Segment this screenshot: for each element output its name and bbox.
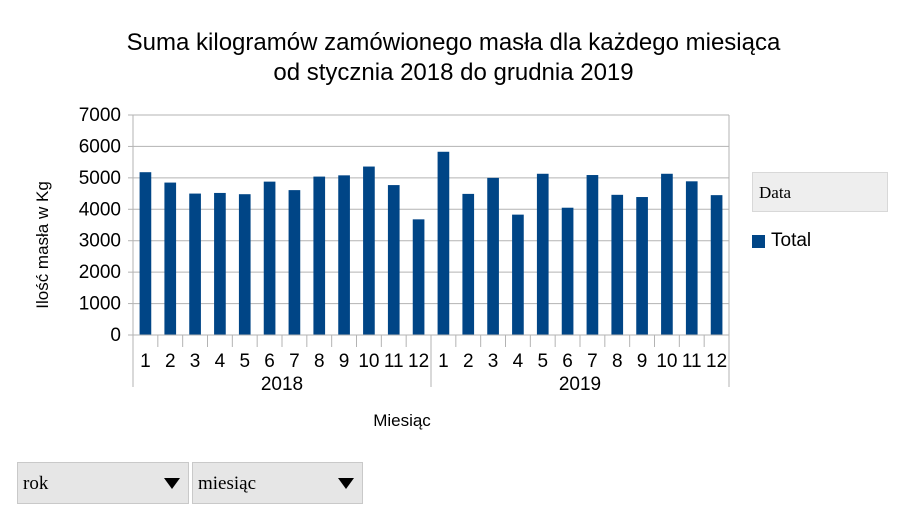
- bar: [636, 197, 648, 335]
- chart-title-line-2: od stycznia 2018 do grudnia 2019: [273, 59, 634, 86]
- x-tick-label: 4: [215, 351, 226, 372]
- x-tick-label: 1: [140, 351, 151, 372]
- bar: [387, 185, 400, 335]
- x-tick-label: 7: [587, 351, 598, 372]
- group-label: 2018: [261, 374, 303, 395]
- legend-title: Data: [759, 183, 792, 202]
- x-tick-label: 5: [239, 351, 250, 372]
- bar: [462, 193, 475, 335]
- bar: [313, 176, 326, 335]
- x-tick-label: 2: [165, 351, 176, 372]
- bar: [164, 182, 177, 335]
- bar: [263, 181, 276, 335]
- x-axis-title: Miesiąc: [373, 411, 431, 430]
- x-tick-label: 11: [384, 351, 404, 372]
- bar: [363, 166, 375, 335]
- y-tick-label: 4000: [79, 199, 121, 220]
- x-tick-label: 7: [289, 351, 300, 372]
- y-tick-label: 5000: [79, 168, 121, 189]
- group-label: 2019: [559, 374, 601, 395]
- bar: [189, 193, 201, 335]
- bar: [238, 194, 251, 335]
- x-tick-label: 6: [264, 351, 275, 372]
- x-tick-label: 9: [637, 351, 648, 372]
- legend-entry-total: Total: [752, 230, 811, 252]
- bar: [661, 173, 673, 335]
- x-tick-label: 2: [463, 351, 474, 372]
- bar: [710, 195, 723, 335]
- y-tick-label: 6000: [79, 136, 121, 157]
- y-tick-label: 7000: [79, 105, 121, 126]
- legend-swatch: [752, 234, 765, 248]
- bar: [412, 219, 425, 335]
- x-tick-label: 1: [438, 351, 449, 372]
- x-tick-label: 5: [537, 351, 548, 372]
- year-dropdown-label: rok: [23, 473, 49, 494]
- x-tick-label: 12: [408, 351, 429, 372]
- legend-title-box[interactable]: Data: [752, 172, 888, 212]
- bar: [437, 151, 450, 335]
- x-tick-label: 3: [190, 351, 201, 372]
- bar: [512, 214, 524, 335]
- bar: [288, 190, 301, 335]
- bar: [611, 194, 624, 335]
- y-tick-label: 2000: [79, 262, 121, 283]
- x-tick-label: 9: [339, 351, 350, 372]
- bar: [586, 175, 599, 335]
- bar: [139, 172, 152, 335]
- x-tick-label: 12: [706, 351, 727, 372]
- y-tick-label: 3000: [79, 231, 121, 252]
- bar: [685, 181, 698, 335]
- x-tick-label: 6: [562, 351, 573, 372]
- x-tick-label: 4: [513, 351, 524, 372]
- x-tick-label: 10: [656, 351, 677, 372]
- y-tick-label: 1000: [79, 294, 121, 315]
- x-tick-label: 10: [358, 351, 379, 372]
- chevron-down-icon: [164, 478, 180, 489]
- bar: [487, 177, 499, 335]
- legend-label: Total: [771, 230, 812, 251]
- bar: [536, 173, 549, 335]
- x-tick-label: 3: [488, 351, 499, 372]
- bar: [561, 207, 574, 335]
- y-axis-title: Ilość masła w Kg: [33, 181, 52, 309]
- bar: [214, 192, 226, 335]
- y-tick-label: 0: [110, 325, 121, 346]
- bar: [338, 175, 350, 335]
- chart-title-line-1: Suma kilogramów zamówionego masła dla ka…: [126, 29, 781, 56]
- x-tick-label: 8: [314, 351, 325, 372]
- x-tick-label: 11: [682, 351, 702, 372]
- x-tick-label: 8: [612, 351, 623, 372]
- chevron-down-icon: [338, 478, 354, 489]
- year-dropdown[interactable]: rok: [17, 462, 189, 504]
- chart-title: Suma kilogramów zamówionego masła dla ka…: [0, 28, 907, 88]
- month-dropdown-label: miesiąc: [198, 473, 257, 494]
- month-dropdown[interactable]: miesiąc: [192, 462, 363, 504]
